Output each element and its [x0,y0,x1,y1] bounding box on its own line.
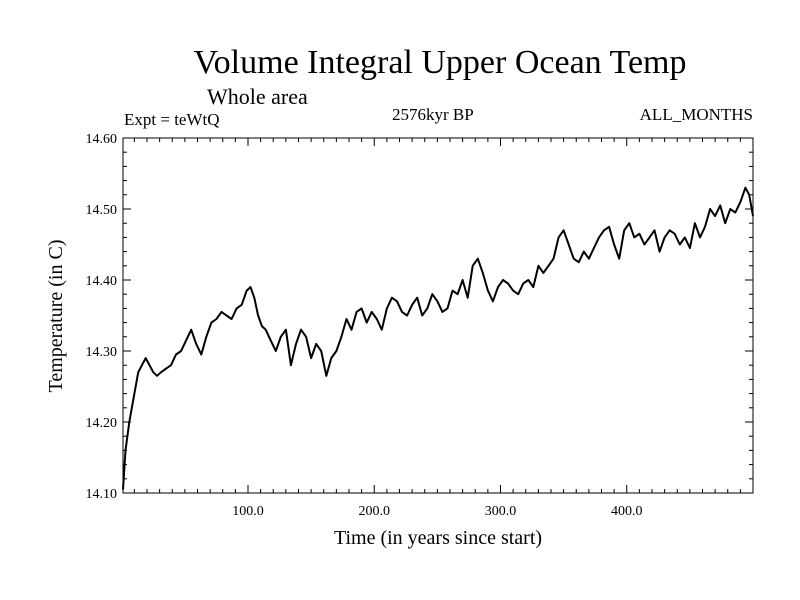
y-tick-label: 14.10 [86,487,118,502]
x-tick-label: 200.0 [358,504,390,519]
x-tick-label: 100.0 [232,504,264,519]
period-label: 2576kyr BP [392,105,474,124]
x-axis-ticks: 100.0 200.0 300.0 400.0 [133,138,754,519]
temperature-series-line [122,186,754,490]
y-tick-label: 14.40 [86,274,118,289]
experiment-label: Expt = teWtQ [124,110,220,129]
x-axis-label: Time (in years since start) [334,527,542,549]
x-tick-label: 400.0 [611,504,643,519]
y-axis-label: Temperature (in C) [45,240,67,393]
plot-frame [122,137,754,494]
y-tick-label: 14.20 [86,416,118,431]
y-tick-label: 14.30 [86,345,118,360]
chart-title: Volume Integral Upper Ocean Temp [193,44,687,81]
months-label: ALL_MONTHS [639,105,753,124]
y-tick-label: 14.50 [86,203,118,218]
chart-subtitle: Whole area [207,84,308,109]
y-axis-ticks: 14.10 14.20 14.30 14.40 14.50 14.60 [86,132,753,502]
y-tick-label: 14.60 [86,132,118,147]
x-tick-label: 300.0 [485,504,517,519]
